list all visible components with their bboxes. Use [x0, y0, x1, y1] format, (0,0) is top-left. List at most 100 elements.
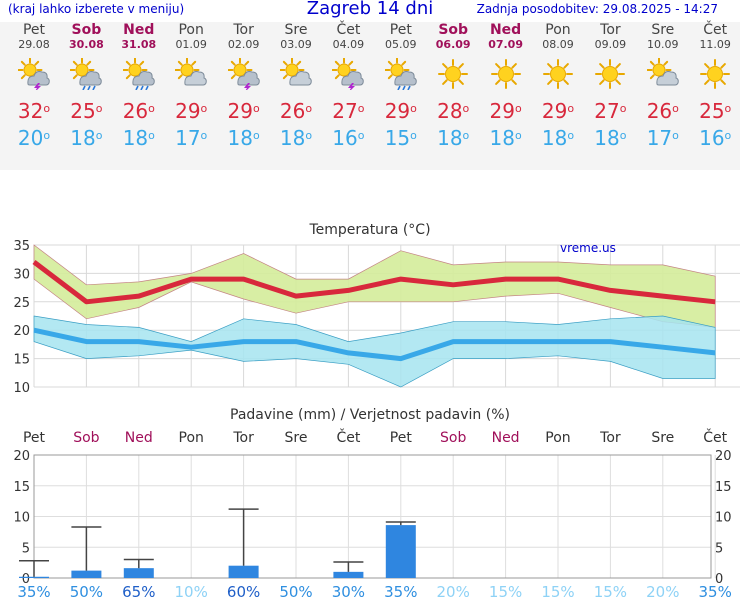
temp-max: 28o — [437, 99, 470, 123]
min-temp-line — [33, 327, 716, 362]
precip-bar — [19, 576, 49, 578]
precip-probability: 60% — [227, 583, 260, 600]
temp-min: 18o — [594, 126, 627, 150]
temp-max: 29o — [541, 99, 575, 123]
day-column: Čet 04.09 27o 16o — [322, 22, 374, 152]
y-tick-label: 10 — [13, 511, 30, 526]
daily-forecast-panel — [0, 22, 740, 170]
y-tick-label: 5 — [22, 541, 30, 556]
y-tick-label: 20 — [13, 324, 30, 339]
temp-min: 18o — [227, 126, 260, 150]
day-column: Tor 09.09 27o 18o — [584, 22, 636, 152]
day-column: Pon 08.09 29o 18o — [532, 22, 584, 152]
temp-max: 27o — [594, 99, 627, 123]
temp-max: 29o — [489, 99, 522, 123]
x-tick-label: Sob — [73, 430, 99, 446]
day-column: Pon 01.09 29o 17o — [165, 22, 217, 152]
precipitation-chart: Padavine (mm) / Verjetnost padavin (%) Pe… — [13, 407, 731, 600]
day-column: Sob 30.08 25o 18o — [60, 22, 112, 152]
x-tick-label: Čet — [336, 428, 360, 446]
y-tick-label: 25 — [13, 296, 30, 311]
day-name: Tor — [600, 22, 621, 38]
day-name: Sre — [284, 22, 308, 38]
day-column: Pet 05.09 29o 15o — [375, 22, 427, 152]
day-date: 05.09 — [385, 38, 417, 51]
x-tick-label: Tor — [599, 430, 621, 446]
x-tick-label: Sre — [651, 430, 674, 446]
day-name: Čet — [336, 22, 361, 38]
day-date: 06.09 — [435, 38, 471, 51]
temp-max: 32o — [17, 99, 51, 123]
y-tick-label: 10 — [13, 381, 30, 396]
precip-probability: 15% — [541, 583, 574, 600]
day-date: 03.09 — [280, 38, 312, 51]
x-tick-label: Sob — [440, 430, 466, 446]
precip-bar — [228, 565, 259, 578]
day-date: 08.09 — [542, 38, 574, 51]
y-tick-label: 0 — [22, 572, 30, 587]
temp-min: 17o — [646, 126, 679, 150]
day-date: 09.09 — [594, 38, 627, 51]
temp-min: 15o — [384, 126, 417, 150]
temp-min: 16o — [332, 126, 365, 150]
sun-storm-icon — [227, 58, 260, 90]
day-name: Sre — [651, 22, 675, 38]
day-column: Ned 07.09 29o 18o — [480, 22, 532, 152]
last-updated: Zadnja posodobitev: 29.08.2025 - 14:27 — [476, 2, 718, 16]
precip-bar — [123, 568, 154, 578]
temp-max: 29o — [227, 99, 260, 123]
y-tick-label-right: 0 — [715, 572, 723, 587]
day-name: Ned — [489, 22, 522, 38]
precip-bar — [71, 570, 102, 578]
sun-cloud-icon — [280, 58, 312, 86]
day-date: 02.09 — [227, 38, 260, 51]
plot-frame — [33, 454, 712, 579]
day-date: 11.09 — [699, 38, 731, 51]
x-tick-label: Pet — [23, 430, 46, 446]
min-temp-range-band — [33, 315, 716, 388]
sun-icon — [700, 59, 731, 89]
y-tick-label: 15 — [13, 353, 30, 368]
precip-probability: 35% — [17, 583, 50, 600]
x-tick-label: Pon — [545, 430, 570, 446]
max-temp-line — [32, 260, 716, 305]
day-name: Sob — [71, 22, 102, 38]
x-tick-label: Ned — [125, 430, 153, 446]
day-name: Ned — [123, 22, 155, 38]
y-tick-label-right: 10 — [715, 511, 732, 526]
sun-storm-icon — [18, 58, 50, 90]
y-tick-label: 15 — [13, 480, 30, 495]
precip-probability: 15% — [489, 583, 522, 600]
y-tick-label-right: 5 — [715, 541, 723, 556]
precip-probability: 15% — [594, 583, 627, 600]
temp-max: 25o — [70, 99, 103, 123]
x-tick-label: Sre — [285, 430, 308, 446]
temp-min: 18o — [541, 126, 575, 150]
y-tick-label: 35 — [13, 239, 30, 254]
temp-min: 16o — [699, 126, 732, 150]
temp-max: 25o — [699, 99, 732, 123]
day-date: 04.09 — [332, 38, 365, 51]
x-tick-label: Ned — [492, 430, 520, 446]
y-tick-label-right: 20 — [715, 449, 732, 464]
sun-cloud-icon — [175, 58, 207, 86]
temp-min: 20o — [17, 126, 51, 150]
sun-icon — [490, 59, 521, 89]
sun-cloud-rain-icon — [122, 58, 155, 90]
sun-icon — [543, 59, 573, 89]
x-tick-label: Pet — [390, 430, 413, 446]
watermark: vreme.us — [560, 241, 616, 255]
forecast-charts: Temperatura (°C) 35 30 25 20 15 10 vreme.us Pad… — [13, 222, 740, 600]
x-tick-label: Tor — [232, 430, 254, 446]
page-title: Zagreb 14 dni — [306, 0, 434, 19]
day-name: Pet — [389, 22, 412, 38]
y-tick-label: 20 — [13, 449, 30, 464]
location-menu-hint[interactable]: (kraj lahko izberete v meniju) — [8, 2, 185, 16]
x-tick-label: Pon — [179, 430, 204, 446]
day-column: Sre 03.09 26o 18o — [270, 22, 322, 152]
precip-probability: 35% — [699, 583, 732, 600]
day-date: 30.08 — [68, 38, 104, 51]
x-tick-label: Čet — [703, 428, 727, 446]
day-column: Sre 10.09 26o 17o — [637, 22, 689, 152]
chart-title: Padavine (mm) / Verjetnost padavin (%) — [230, 407, 510, 423]
